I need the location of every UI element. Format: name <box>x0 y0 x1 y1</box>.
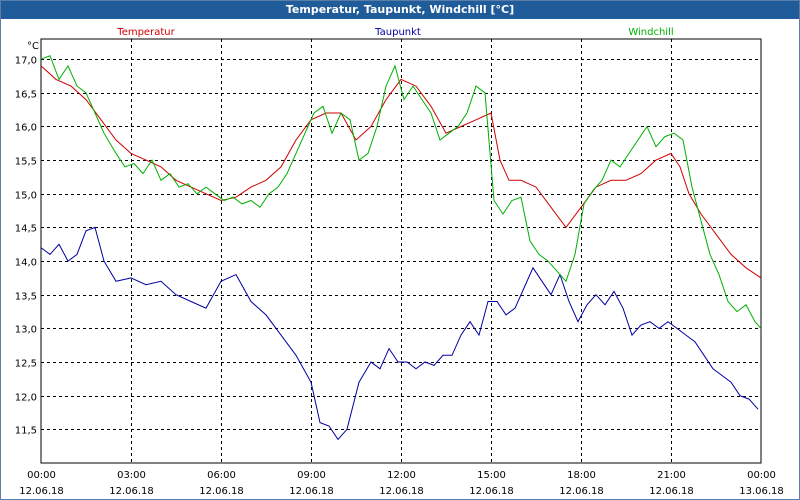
y-tick-label: 14,5 <box>15 224 37 235</box>
y-tick-label: 12,0 <box>15 393 37 404</box>
x-tick-time: 15:00 <box>477 470 506 481</box>
x-tick-time: 03:00 <box>117 470 146 481</box>
x-tick-date: 12.06.18 <box>379 486 424 497</box>
x-tick-date: 12.06.18 <box>109 486 154 497</box>
x-tick-time: 18:00 <box>567 470 596 481</box>
y-tick-label: 17,0 <box>15 56 37 67</box>
series-line-windchill <box>40 55 762 329</box>
x-tick-time: 00:00 <box>27 470 56 481</box>
series-line-temperatur <box>40 65 762 279</box>
legend-item-temperatur: Temperatur <box>116 27 175 38</box>
x-tick-time: 00:00 <box>747 470 776 481</box>
y-tick-label: 15,5 <box>15 157 37 168</box>
x-tick-date: 12.06.18 <box>649 486 694 497</box>
legend-item-taupunkt: Taupunkt <box>374 27 421 38</box>
y-tick-label: 13,5 <box>15 292 37 303</box>
x-tick-date: 12.06.18 <box>19 486 64 497</box>
x-tick-date: 13.06.18 <box>739 486 784 497</box>
legend-item-windchill: Windchill <box>628 27 673 38</box>
y-tick-label: 16,0 <box>15 123 37 134</box>
x-tick-date: 12.06.18 <box>289 486 334 497</box>
y-axis-unit: °C <box>27 41 39 52</box>
x-tick-time: 09:00 <box>297 470 326 481</box>
x-tick-time: 21:00 <box>657 470 686 481</box>
y-tick-label: 11,5 <box>15 426 37 437</box>
y-tick-label: 15,0 <box>15 191 37 202</box>
x-tick-date: 12.06.18 <box>199 486 244 497</box>
x-tick-date: 12.06.18 <box>559 486 604 497</box>
y-tick-label: 13,0 <box>15 325 37 336</box>
y-tick-label: 12,5 <box>15 359 37 370</box>
x-tick-date: 12.06.18 <box>469 486 514 497</box>
x-tick-time: 12:00 <box>387 470 416 481</box>
series-line-taupunkt <box>40 226 759 441</box>
y-tick-label: 16,5 <box>15 90 37 101</box>
window-title: Temperatur, Taupunkt, Windchill [°C] <box>1 1 799 19</box>
x-tick-time: 06:00 <box>207 470 236 481</box>
y-tick-label: 14,0 <box>15 258 37 269</box>
